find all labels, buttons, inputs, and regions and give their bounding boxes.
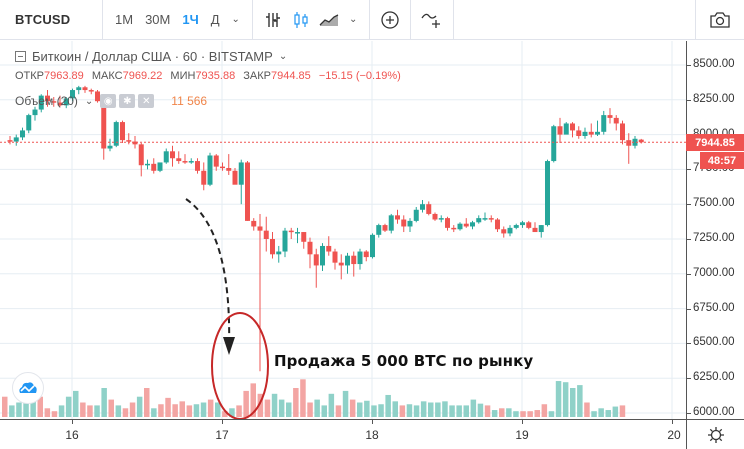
indicators-group xyxy=(370,0,412,40)
interval-1d[interactable]: Д xyxy=(210,12,220,27)
annotation-text: Продажа 5 000 BTC по рынку xyxy=(274,352,534,370)
collapse-legend-icon[interactable] xyxy=(15,51,26,62)
candles-icon[interactable] xyxy=(287,6,315,34)
cloud-logo-icon xyxy=(19,382,37,393)
price-tick xyxy=(687,99,691,101)
interval-dropdown-chevron-down-icon[interactable]: ⌄ xyxy=(231,14,240,25)
volume-legend: Объем (20) ⌄ ◉ ✱ ✕ 11 566 xyxy=(15,94,207,108)
price-label: 8250.00 xyxy=(693,92,735,105)
price-label: 7500.00 xyxy=(693,197,735,210)
price-tick xyxy=(687,343,691,345)
series-dropdown-chevron-down-icon[interactable]: ⌄ xyxy=(278,51,288,62)
volume-chevron-down-icon[interactable]: ⌄ xyxy=(84,95,94,107)
interval-30m[interactable]: 30М xyxy=(145,12,171,27)
price-tick xyxy=(687,413,691,414)
close-icon[interactable]: ✕ xyxy=(138,94,155,108)
toolbar-spacer xyxy=(454,0,696,40)
price-tick xyxy=(687,273,691,275)
time-tick xyxy=(522,420,523,424)
gear-icon[interactable]: ✱ xyxy=(119,94,136,108)
time-axis[interactable]: 16 17 18 19 20 xyxy=(0,419,686,449)
price-label: 8500.00 xyxy=(693,58,735,70)
chart-type-group: ⌄ xyxy=(253,0,371,40)
time-tick xyxy=(222,420,223,424)
price-axis[interactable]: 8500.008250.008000.007750.007500.007250.… xyxy=(686,41,744,419)
chart-settings-button[interactable] xyxy=(686,419,744,449)
symbol-search-button[interactable]: BTCUSD xyxy=(0,0,103,40)
open-label: ОТКР xyxy=(15,70,45,82)
price-tick xyxy=(687,378,691,380)
snapshot-button[interactable] xyxy=(696,0,744,40)
interval-1h[interactable]: 1Ч xyxy=(182,12,199,27)
time-label: 20 xyxy=(667,428,681,442)
compare-group xyxy=(411,0,455,40)
interval-group: 1М 30М 1Ч Д ⌄ xyxy=(103,0,253,40)
time-tick xyxy=(672,420,673,424)
interval-1m[interactable]: 1М xyxy=(115,12,134,27)
volume-label: Объем (20) xyxy=(15,94,78,108)
price-label: 6000.00 xyxy=(693,406,735,418)
close-value: 7944.85 xyxy=(271,70,311,82)
time-label: 18 xyxy=(365,428,379,442)
price-label: 6750.00 xyxy=(693,301,735,314)
ohlc-values: ОТКР7963.89 МАКС7969.22 МИН7935.88 ЗАКР7… xyxy=(15,70,406,82)
price-tick xyxy=(687,204,691,206)
eye-icon[interactable]: ◉ xyxy=(100,94,117,108)
price-tick xyxy=(687,308,691,310)
bars-icon[interactable] xyxy=(259,6,287,34)
plus-circle-icon[interactable] xyxy=(376,6,404,34)
price-chart-canvas[interactable] xyxy=(0,41,686,419)
time-label: 19 xyxy=(515,428,529,442)
time-tick xyxy=(72,420,73,424)
time-label: 17 xyxy=(215,428,229,442)
price-label: 6250.00 xyxy=(693,371,735,384)
volume-value: 11 566 xyxy=(171,94,208,108)
high-value: 7969.22 xyxy=(122,70,163,82)
bar-countdown-tag: 48:57 xyxy=(700,152,744,170)
price-label: 7250.00 xyxy=(693,232,735,244)
price-label: 7000.00 xyxy=(693,266,735,279)
price-tick xyxy=(687,65,691,66)
last-price-tag: 7944.85 xyxy=(686,134,744,152)
add-compare-icon[interactable] xyxy=(417,6,447,34)
low-value: 7935.88 xyxy=(195,70,236,82)
area-icon[interactable] xyxy=(315,6,343,34)
chart-type-dropdown-chevron-down-icon[interactable]: ⌄ xyxy=(348,14,358,25)
price-label: 6500.00 xyxy=(693,336,735,349)
open-value: 7963.89 xyxy=(44,70,84,82)
low-label: МИН xyxy=(170,70,196,82)
series-title: Биткоин / Доллар США · 60 · BITSTAMP xyxy=(32,49,273,64)
high-label: МАКС xyxy=(91,70,123,82)
series-legend: Биткоин / Доллар США · 60 · BITSTAMP ⌄ xyxy=(15,49,287,64)
change-value: −15.15 (−0.19%) xyxy=(318,70,401,82)
price-tick xyxy=(687,239,691,240)
close-label: ЗАКР xyxy=(243,70,271,82)
time-tick xyxy=(372,420,373,424)
tradingview-logo[interactable] xyxy=(12,372,44,404)
camera-icon xyxy=(710,11,730,28)
price-tick xyxy=(687,169,691,171)
top-toolbar: BTCUSD 1М 30М 1Ч Д ⌄ ⌄ xyxy=(0,0,744,40)
sun-settings-icon xyxy=(707,426,724,443)
time-label: 16 xyxy=(65,428,79,442)
